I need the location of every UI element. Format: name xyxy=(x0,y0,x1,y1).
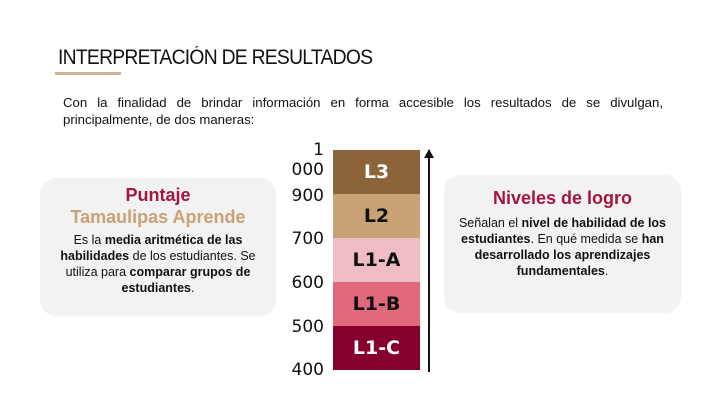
arrow-up-icon xyxy=(428,150,430,372)
scale-tick: 500 xyxy=(291,317,324,337)
scale-tick: 600 xyxy=(291,273,324,293)
level-band-l1-c: L1-C xyxy=(333,326,420,370)
level-band-l1-a: L1-A xyxy=(333,238,420,282)
title-underline xyxy=(55,72,121,75)
scale-tick: 700 xyxy=(291,229,324,249)
puntaje-title: Puntaje xyxy=(125,185,191,205)
intro-text: Con la finalidad de brindar información … xyxy=(63,95,663,127)
level-band-l2: L2 xyxy=(333,194,420,238)
puntaje-subtitle: Tamaulipas Aprende xyxy=(70,207,246,227)
niveles-description: Señalan el nivel de habilidad de los est… xyxy=(458,216,667,278)
scale-tick: 1 000 xyxy=(291,140,324,180)
puntaje-card: Puntaje Tamaulipas Aprende Es la media a… xyxy=(40,178,276,316)
level-band-l1-b: L1-B xyxy=(333,282,420,326)
niveles-title: Niveles de logro xyxy=(492,188,633,208)
page-title: INTERPRETACIÓN DE RESULTADOS xyxy=(58,46,373,69)
level-band-l3: L3 xyxy=(333,150,420,194)
scale-tick: 400 xyxy=(291,360,324,380)
puntaje-description: Es la media aritmética de las habilidade… xyxy=(60,233,256,295)
arrowhead-icon xyxy=(424,149,434,158)
niveles-card: Niveles de logro Señalan el nivel de hab… xyxy=(444,175,681,313)
scale-tick: 900 xyxy=(291,186,324,206)
